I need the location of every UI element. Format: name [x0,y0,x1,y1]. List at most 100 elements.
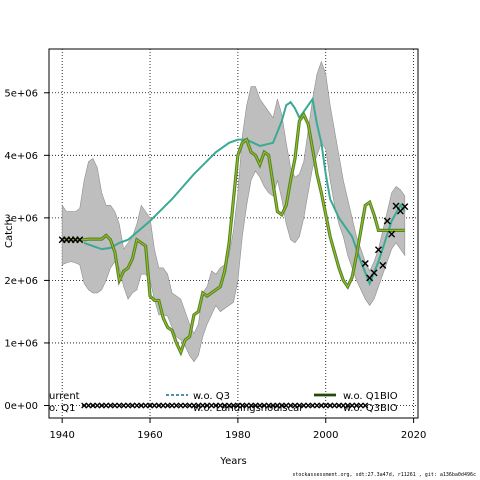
series-current-line [83,96,406,287]
observed-point-0 [361,260,369,268]
zero-point-34 [230,402,237,409]
zero-point-1 [85,402,92,409]
zero-point-46 [283,402,290,409]
zero-point-25 [190,402,197,409]
x-axis-label: Years [219,456,246,467]
zero-point-48 [292,402,298,409]
zero-point-53 [313,402,320,409]
zero-point-23 [182,402,189,409]
y-tick-label-5: 5e+06 [4,88,38,99]
zero-catch-crosses [81,402,369,409]
zero-point-15 [147,402,154,409]
zero-point-7 [111,402,118,409]
zero-point-58 [335,402,342,409]
zero-point-13 [138,402,145,409]
zero-point-5 [103,402,110,409]
zero-point-45 [278,402,285,409]
x-tick-label-1: 1960 [137,430,162,441]
zero-point-20 [169,402,175,409]
y-tick-label-2: 2e+06 [4,276,38,287]
zero-point-33 [226,402,233,409]
x-tick-label-0: 1940 [49,430,74,441]
zero-point-52 [309,402,316,409]
observed-point-6 [388,230,396,238]
zero-point-30 [212,402,219,409]
x-tick-label-3: 2000 [313,430,338,441]
legend-label-q3: w.o. Q3 [193,391,230,402]
zero-point-55 [322,402,329,409]
observed-point-5 [383,217,391,225]
zero-point-51 [305,402,312,409]
zero-point-36 [239,402,246,409]
observed-point-3 [374,246,382,254]
zero-point-27 [199,402,206,409]
y-tick-label-4: 4e+06 [4,151,38,162]
zero-point-64 [362,402,369,409]
zero-point-38 [248,402,255,409]
legend-label-q3bio: w.o. Q3BIO [343,403,398,414]
y-tick-label-0: 0e+00 [4,401,38,412]
zero-point-3 [94,402,101,409]
zero-point-8 [116,402,123,409]
x-tick-label-2: 1980 [225,430,250,441]
observed-point-4 [379,261,387,269]
zero-point-59 [340,402,347,409]
zero-point-14 [142,402,149,409]
zero-point-11 [129,402,136,409]
y-axis: 0e+00 1e+06 2e+06 3e+06 4e+06 5e+06 [4,88,49,412]
legend-label-landings: w.o. Landingsnodiscar [193,403,304,414]
y-tick-label-3: 3e+06 [4,213,38,224]
zero-point-63 [357,402,364,409]
zero-point-57 [331,402,338,409]
zero-point-18 [160,402,167,409]
zero-point-32 [221,402,228,409]
legend: urrent o. Q1 w.o. Q3 w.o. Q1BIO w.o. Lan… [49,391,398,414]
zero-point-41 [261,402,268,409]
zero-point-28 [204,402,211,409]
legend-label-q1bio: w.o. Q1BIO [343,391,398,402]
plot-frame [48,48,419,419]
landings-point-4 [76,236,84,244]
observed-point-2 [370,269,378,277]
zero-point-56 [327,402,334,409]
series-median-core-line [62,113,405,354]
zero-point-40 [256,402,263,409]
zero-point-47 [287,402,294,409]
zero-point-42 [265,402,272,409]
zero-point-21 [173,402,180,409]
zero-point-35 [234,402,241,409]
zero-point-60 [344,402,351,409]
observed-point-9 [401,203,409,211]
series-lines-layer [62,96,406,357]
zero-point-31 [217,402,224,409]
zero-point-2 [89,402,96,409]
zero-point-44 [274,402,281,409]
zero-point-12 [133,402,140,409]
zero-point-50 [300,402,307,409]
zero-point-43 [270,402,277,409]
zero-point-6 [107,402,114,409]
x-tick-label-4: 2020 [401,430,426,441]
y-axis-label: Catch [4,219,15,248]
zero-point-29 [208,402,215,409]
zero-point-17 [155,402,162,409]
footer-source-text: stockassessment.org, sdt:27.3a47d, r1126… [292,472,476,478]
zero-point-16 [151,402,158,409]
zero-point-62 [353,402,360,409]
zero-point-10 [125,402,132,409]
zero-point-49 [296,402,303,409]
zero-point-26 [195,402,202,409]
y-tick-label-1: 1e+06 [4,338,38,349]
legend-label-q1: o. Q1 [49,403,76,414]
zero-point-22 [177,402,184,409]
x-axis: 1940 1960 1980 2000 2020 [49,418,426,441]
zero-point-61 [349,402,356,409]
zero-point-4 [98,402,105,409]
legend-label-current: urrent [49,391,80,402]
zero-point-19 [164,402,171,409]
observed-crosses-layer [58,202,409,282]
zero-point-24 [186,402,193,409]
zero-point-37 [243,402,250,409]
zero-point-0 [81,402,88,409]
